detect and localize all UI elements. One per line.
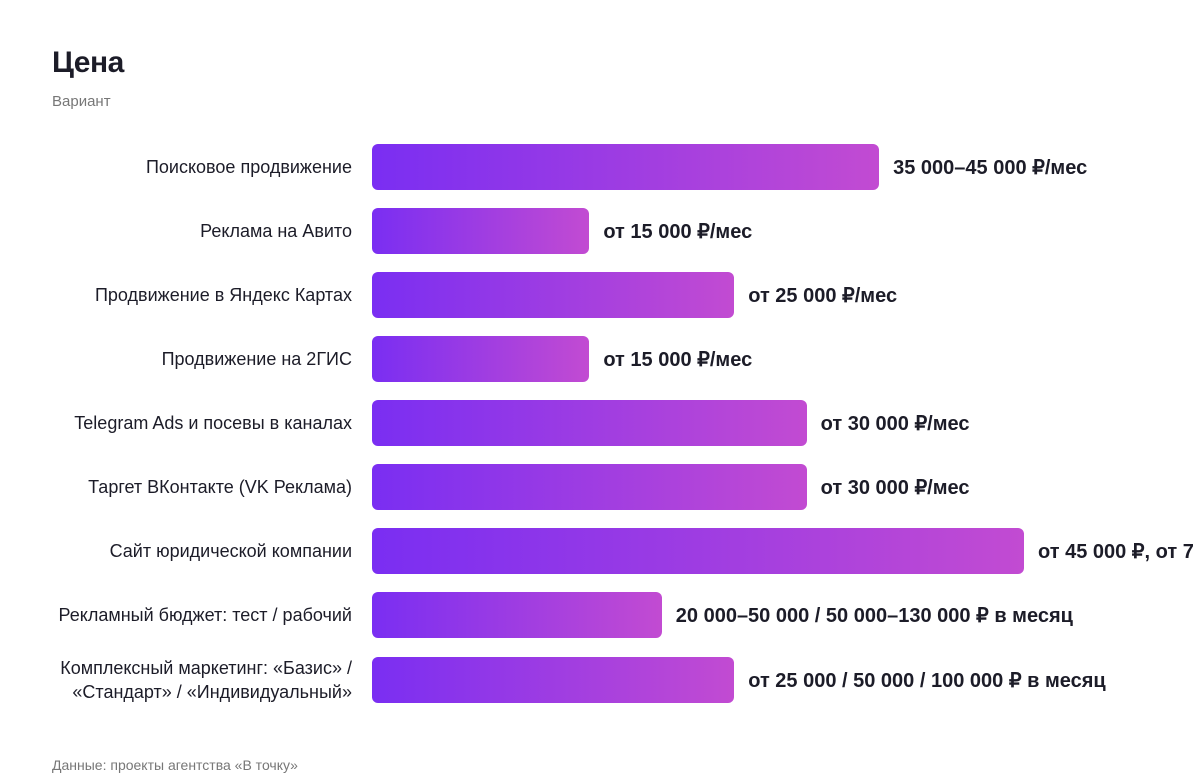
bar-row: Таргет ВКонтакте (VK Реклама) от 30 000 ₽… — [52, 464, 1200, 510]
category-label: Сайт юридической компании — [109, 541, 352, 561]
category-label: Реклама на Авито — [200, 221, 352, 241]
value-label: от 15 000 ₽/мес — [603, 220, 753, 243]
value-label: от 15 000 ₽/мес — [603, 348, 753, 371]
bar-row: Продвижение на 2ГИС от 15 000 ₽/мес — [52, 336, 1200, 382]
bar — [372, 272, 735, 318]
bar — [372, 464, 807, 510]
value-label: 20 000–50 000 / 50 000–130 000 ₽ в месяц — [675, 604, 1073, 627]
bar — [372, 144, 880, 190]
value-label: от 45 000 ₽, от 7 — [1038, 540, 1194, 563]
bar-row: Комплексный маркетинг: «Базис» / «Станда… — [52, 656, 1200, 704]
bar — [372, 657, 735, 703]
bar-list: Поисковое продвижение 35 000–45 000 ₽/мес… — [52, 144, 1200, 704]
category-label: Продвижение в Яндекс Картах — [94, 285, 352, 305]
bar — [372, 400, 807, 446]
bar — [372, 208, 590, 254]
bar — [372, 528, 1024, 574]
bar-row: Реклама на Авито от 15 000 ₽/мес — [52, 208, 1200, 254]
category-label: Telegram Ads и посевы в каналах — [74, 413, 352, 433]
chart-subtitle: Вариант — [52, 93, 111, 110]
source-note: Данные: проекты агентства «В точку» — [52, 757, 298, 773]
category-label: Рекламный бюджет: тест / рабочий — [58, 605, 352, 625]
bar-row: Продвижение в Яндекс Картах от 25 000 ₽/м… — [52, 272, 1200, 318]
value-label: 35 000–45 000 ₽/мес — [893, 156, 1088, 179]
category-label: Комплексный маркетинг: «Базис» / «Станда… — [60, 658, 352, 702]
bar-row: Рекламный бюджет: тест / рабочий 20 000–5… — [52, 592, 1200, 638]
value-label: от 30 000 ₽/мес — [820, 476, 970, 499]
bar-row: Сайт юридической компании от 45 000 ₽, от… — [52, 528, 1200, 574]
bar — [372, 336, 590, 382]
category-label: Таргет ВКонтакте (VK Реклама) — [88, 477, 352, 497]
category-label: Продвижение на 2ГИС — [161, 349, 352, 369]
value-label: от 25 000 / 50 000 / 100 000 ₽ в месяц — [748, 669, 1106, 692]
chart-title: Цена — [52, 46, 124, 79]
category-label: Поисковое продвижение — [145, 157, 352, 177]
value-label: от 30 000 ₽/мес — [820, 412, 970, 435]
bar — [372, 592, 662, 638]
value-label: от 25 000 ₽/мес — [748, 284, 898, 307]
bar-row: Telegram Ads и посевы в каналах от 30 000… — [52, 400, 1200, 446]
bar-row: Поисковое продвижение 35 000–45 000 ₽/мес — [52, 144, 1200, 190]
